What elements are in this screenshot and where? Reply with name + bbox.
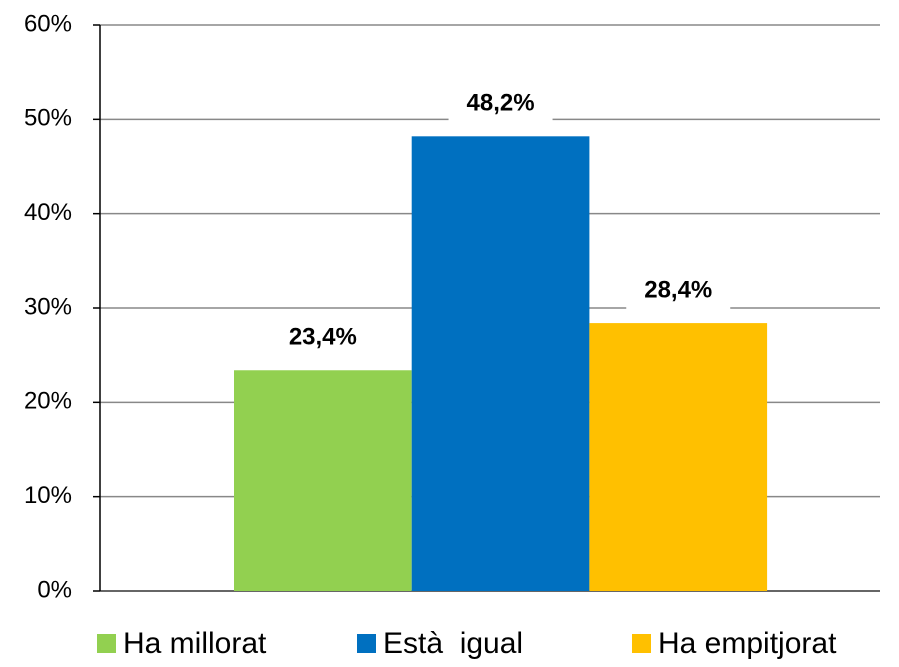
legend-label: Està igual [383,627,523,660]
value-label-bg [448,86,553,123]
y-tick-label: 30% [24,293,72,320]
bar [234,370,412,591]
legend-label: Ha empitjorat [658,627,837,660]
y-tick-label: 10% [24,482,72,509]
value-label-bg [626,273,731,310]
legend-label: Ha millorat [123,627,267,660]
legend-swatch [632,634,651,653]
value-label: 48,2% [467,90,535,117]
value-label: 23,4% [289,324,357,351]
bar [411,136,590,591]
y-tick-label: 40% [24,199,72,226]
legend-swatch [97,634,116,653]
value-label: 28,4% [644,276,712,303]
legend-swatch [357,634,376,653]
value-label-bg [270,320,375,357]
y-tick-label: 60% [24,10,72,37]
y-tick-label: 50% [24,105,72,132]
y-tick-label: 20% [24,388,72,415]
bar [589,323,768,591]
y-tick-label: 0% [37,576,72,603]
